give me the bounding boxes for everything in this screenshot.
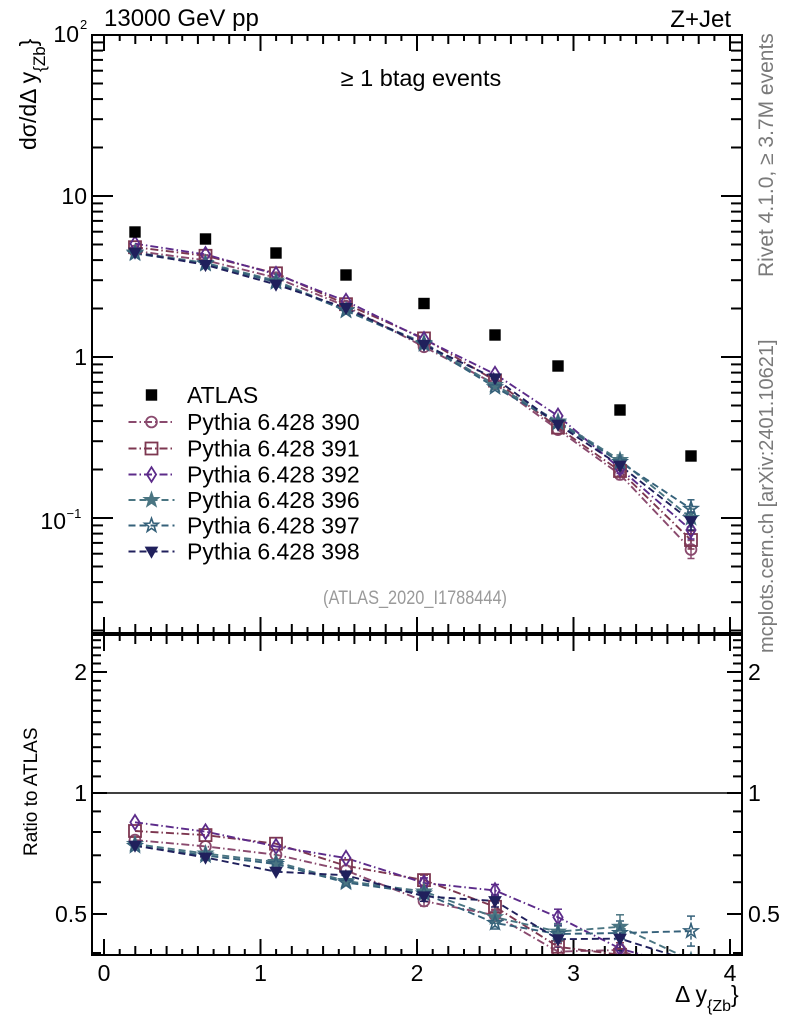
svg-text:10: 10 — [53, 21, 79, 47]
svg-text:1: 1 — [254, 960, 267, 986]
svg-text:1: 1 — [74, 344, 87, 370]
svg-text:13000 GeV pp: 13000 GeV pp — [104, 5, 259, 32]
svg-text:10: 10 — [61, 183, 87, 209]
svg-text:2: 2 — [748, 659, 761, 685]
svg-text:≥ 1 btag events: ≥ 1 btag events — [341, 65, 502, 91]
svg-text:3: 3 — [567, 960, 580, 986]
svg-text:Rivet 4.1.0, ≥ 3.7M events: Rivet 4.1.0, ≥ 3.7M events — [755, 33, 778, 277]
svg-text:Ratio to ATLAS: Ratio to ATLAS — [21, 728, 42, 857]
svg-text:4: 4 — [724, 960, 737, 986]
svg-text:0: 0 — [98, 960, 111, 986]
svg-text:ATLAS: ATLAS — [187, 382, 258, 408]
svg-text:Pythia 6.428 391: Pythia 6.428 391 — [187, 436, 360, 462]
svg-text:1: 1 — [748, 780, 761, 806]
svg-text:−1: −1 — [67, 506, 82, 521]
svg-text:10: 10 — [40, 508, 66, 534]
svg-text:Z+Jet: Z+Jet — [670, 6, 731, 33]
svg-text:Pythia 6.428 392: Pythia 6.428 392 — [187, 462, 360, 488]
svg-text:Pythia 6.428 397: Pythia 6.428 397 — [187, 513, 360, 539]
svg-text:Pythia 6.428 390: Pythia 6.428 390 — [187, 409, 360, 435]
svg-text:0.5: 0.5 — [55, 901, 87, 927]
svg-text:0.5: 0.5 — [748, 901, 780, 927]
svg-text:1: 1 — [74, 780, 87, 806]
svg-text:2: 2 — [80, 17, 87, 32]
svg-text:(ATLAS_2020_I1788444): (ATLAS_2020_I1788444) — [323, 588, 507, 609]
svg-text:Pythia 6.428 396: Pythia 6.428 396 — [187, 487, 360, 513]
svg-text:mcplots.cern.ch [arXiv:2401.10: mcplots.cern.ch [arXiv:2401.10621] — [756, 339, 778, 653]
svg-text:2: 2 — [74, 659, 87, 685]
svg-text:Pythia 6.428 398: Pythia 6.428 398 — [187, 539, 360, 565]
svg-text:2: 2 — [411, 960, 424, 986]
